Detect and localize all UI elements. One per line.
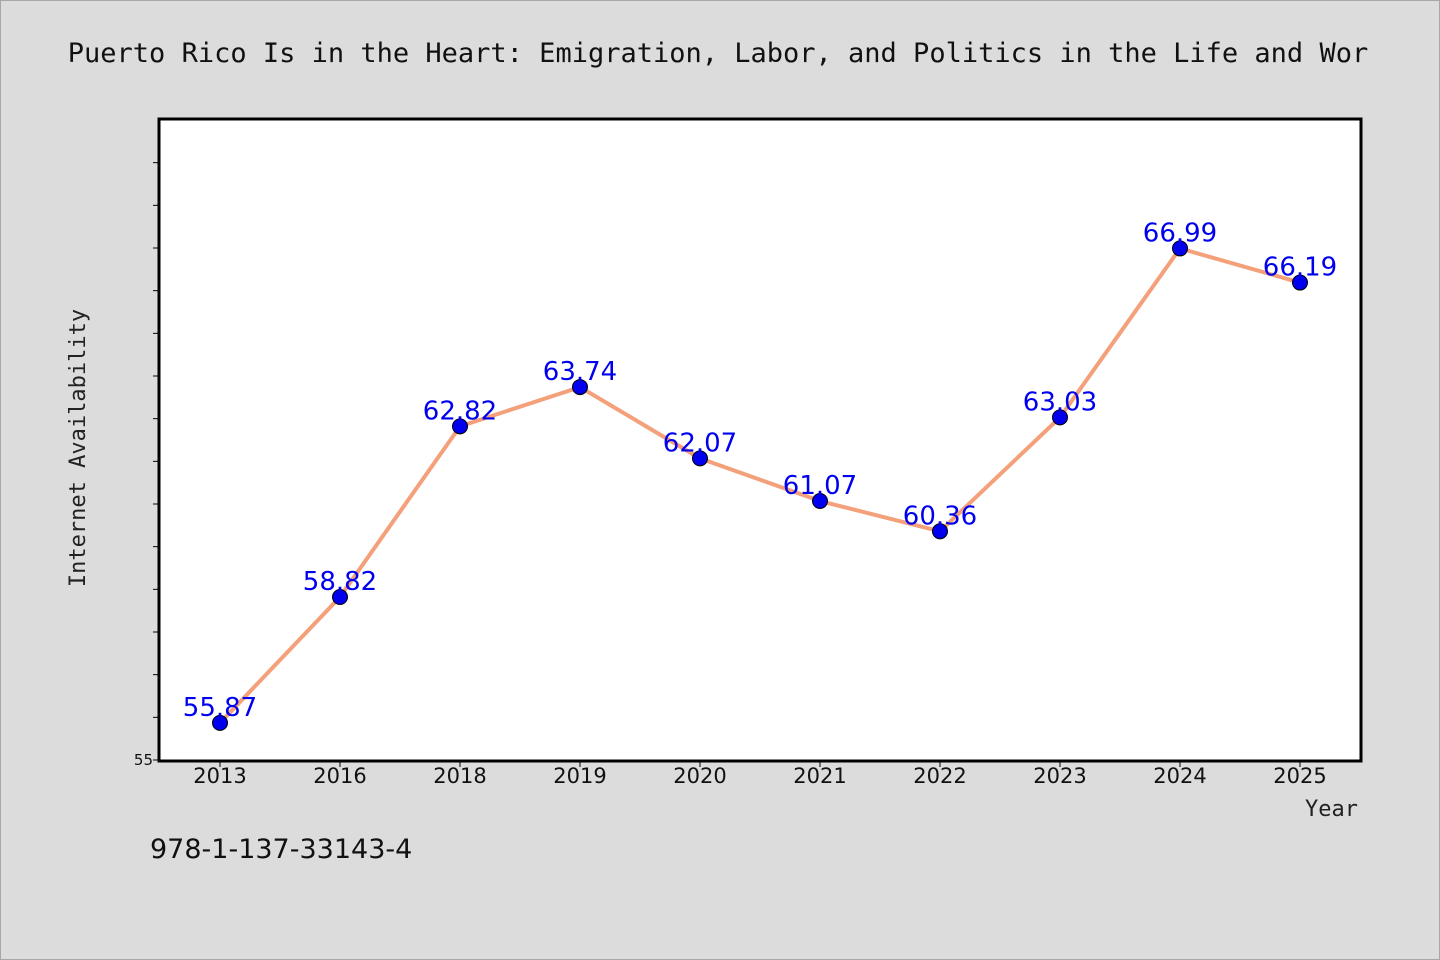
- plot-area: [157, 117, 1363, 763]
- x-tick-label: 2023: [1033, 764, 1086, 788]
- data-label: 61.07: [783, 471, 857, 501]
- data-label: 60.36: [903, 501, 977, 531]
- data-label: 62.82: [423, 396, 497, 426]
- data-label: 66.19: [1263, 253, 1337, 283]
- x-tick-label: 2018: [433, 764, 486, 788]
- data-markers: [212, 240, 1308, 731]
- data-labels: 55.87 58.82 62.82 63.74 62.07 61.07 60.36 63.03…: [183, 218, 1337, 722]
- data-point: [932, 523, 948, 540]
- chart-title: Puerto Rico Is in the Heart: Emigration,…: [68, 38, 1368, 69]
- data-label: 63.03: [1023, 387, 1097, 417]
- data-point: [812, 493, 828, 510]
- data-point: [1292, 274, 1308, 291]
- data-point: [692, 450, 708, 467]
- data-point: [212, 714, 228, 731]
- x-tick-label: 2024: [1153, 764, 1206, 788]
- data-point: [1052, 409, 1068, 426]
- x-tick-label: 2019: [553, 764, 606, 788]
- x-tick-label: 2013: [193, 764, 246, 788]
- x-tick-label: 2016: [313, 764, 366, 788]
- data-label: 58.82: [303, 567, 377, 597]
- series-line-group: [218, 246, 1301, 725]
- x-tick-label: 2022: [913, 764, 966, 788]
- y-tick-label: 55: [134, 751, 153, 769]
- data-point: [1172, 240, 1188, 257]
- x-tick-label: 2020: [673, 764, 726, 788]
- x-tick-label: 2025: [1273, 764, 1326, 788]
- data-point: [332, 589, 348, 606]
- isbn-text: 978-1-137-33143-4: [150, 834, 413, 865]
- data-label: 63.74: [543, 357, 617, 387]
- data-label: 62.07: [663, 428, 737, 458]
- data-label: 55.87: [183, 693, 257, 723]
- y-axis-ticks: 55: [134, 162, 160, 769]
- data-point: [452, 418, 468, 435]
- x-tick-label: 2021: [793, 764, 846, 788]
- x-axis-ticks: 2013 2016 2018 2019 2020 2021 2022 2023 2024 2025: [193, 760, 1327, 788]
- x-axis-label: Year: [1305, 797, 1358, 822]
- data-point: [572, 379, 588, 396]
- data-label: 66.99: [1143, 218, 1217, 248]
- y-axis-label: Internet Availability: [66, 309, 91, 587]
- series-line: [218, 246, 1301, 725]
